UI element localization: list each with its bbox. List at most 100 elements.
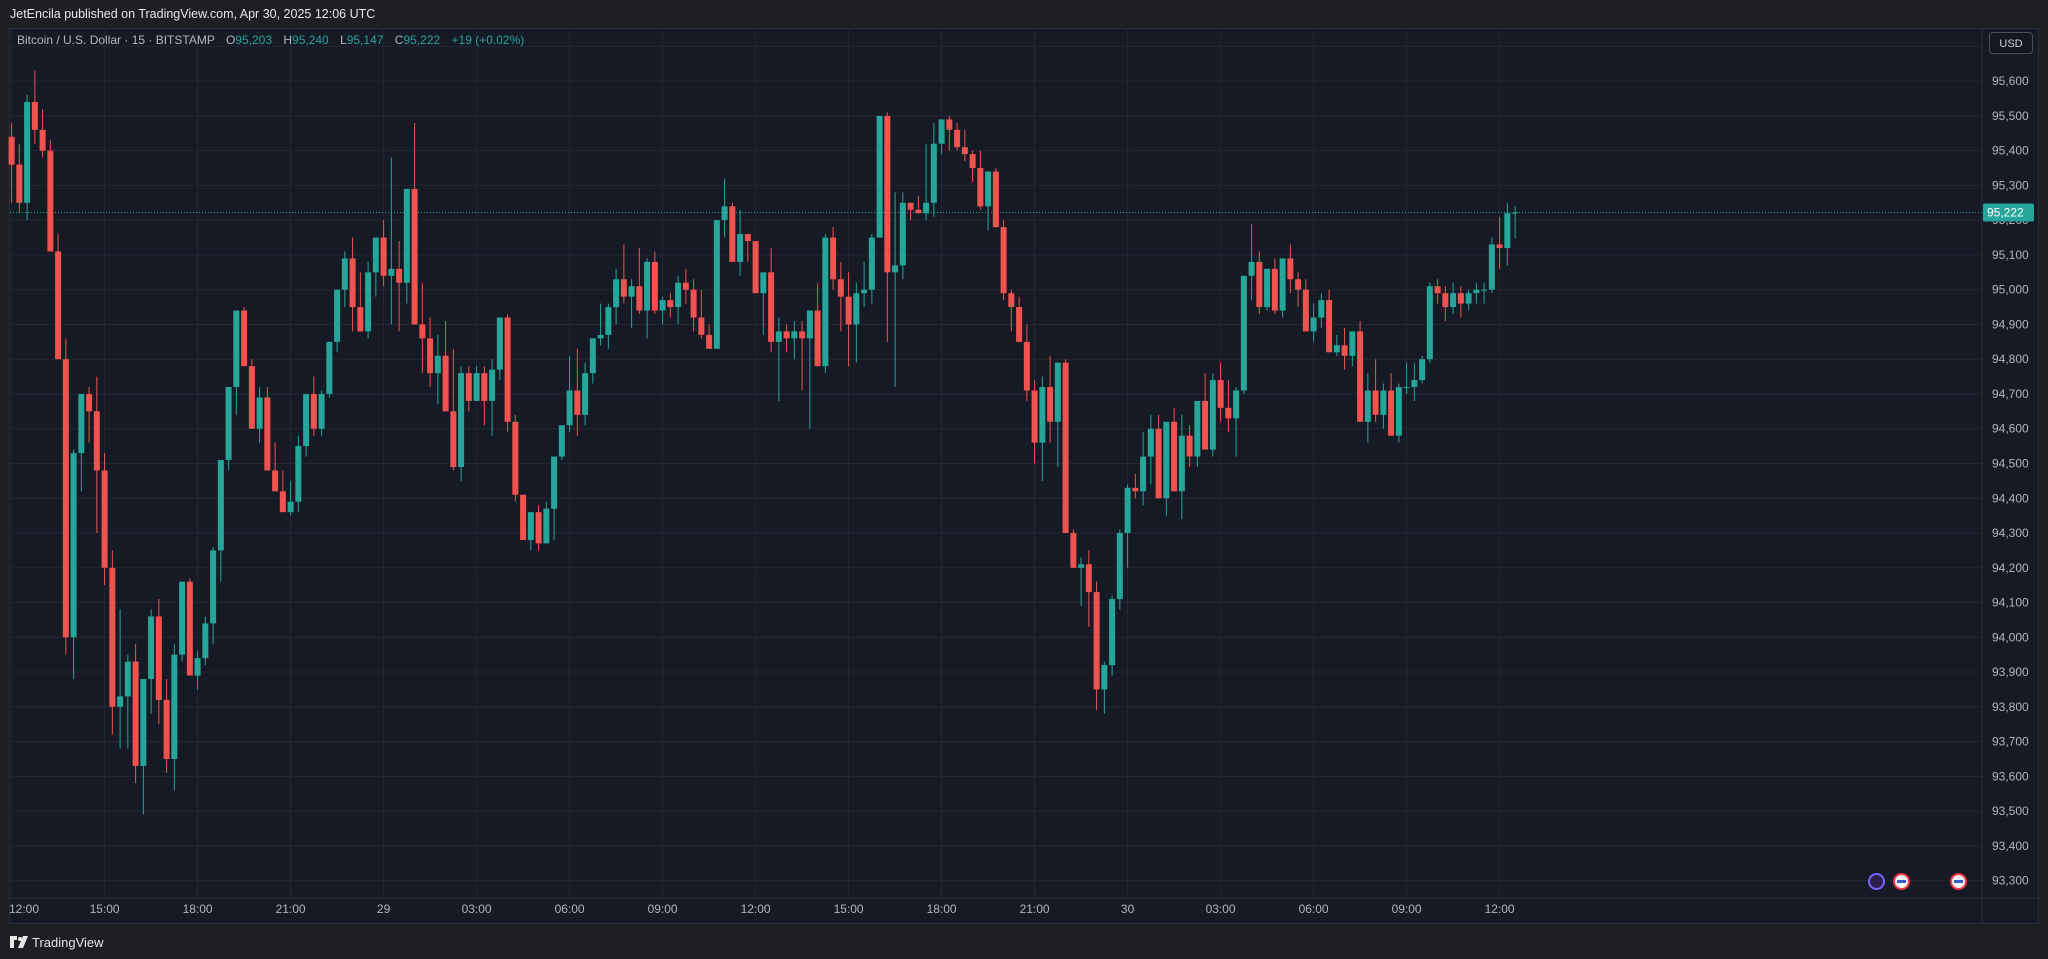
candle-body bbox=[163, 699, 170, 759]
candle-body bbox=[481, 373, 488, 401]
candle-body bbox=[675, 282, 682, 308]
candle-body bbox=[186, 581, 193, 676]
candle-body bbox=[380, 237, 387, 276]
candle-body bbox=[551, 456, 558, 509]
candle-body bbox=[1481, 289, 1488, 291]
candle-body bbox=[1450, 293, 1457, 308]
candle-body bbox=[70, 453, 77, 638]
candle-body bbox=[752, 241, 759, 294]
candle-body bbox=[295, 446, 302, 502]
candle-body bbox=[8, 136, 15, 165]
time-tick-label: 09:00 bbox=[1392, 902, 1422, 916]
us-flag-event-icon[interactable] bbox=[1950, 873, 1967, 890]
candle-body bbox=[1504, 213, 1511, 248]
candle-body bbox=[620, 279, 627, 297]
candle-body bbox=[806, 310, 813, 339]
time-axis[interactable]: 12:00 15:00 18:00 21:00 29 03:00 06:00 09:00 12:… bbox=[9, 897, 2039, 916]
candle-body bbox=[1140, 456, 1147, 492]
price-tick-label: 94,000 bbox=[1992, 630, 2029, 644]
candlestick-chart[interactable]: 93,300 93,400 93,500 93,600 93,700 93,800 93,9… bbox=[0, 0, 2048, 924]
price-tick-label: 93,300 bbox=[1992, 874, 2029, 888]
candle-body bbox=[907, 202, 914, 210]
candle-body bbox=[155, 616, 162, 700]
candle-body bbox=[923, 202, 930, 214]
candle-body bbox=[1062, 362, 1069, 534]
candle-body bbox=[349, 258, 356, 308]
candle-body bbox=[1287, 258, 1294, 280]
time-tick-label: 15:00 bbox=[90, 902, 120, 916]
candle-body bbox=[744, 234, 751, 242]
time-tick-label: 15:00 bbox=[834, 902, 864, 916]
candle-body bbox=[644, 261, 651, 311]
price-tick-label: 94,900 bbox=[1992, 317, 2029, 331]
price-axis[interactable]: 93,300 93,400 93,500 93,600 93,700 93,800 93,9… bbox=[1981, 29, 2029, 923]
candle-body bbox=[1349, 331, 1356, 356]
candle-body bbox=[39, 129, 46, 151]
footer: TradingView bbox=[0, 924, 2048, 959]
candle-body bbox=[783, 331, 790, 339]
candle-body bbox=[1279, 258, 1286, 311]
candle-body bbox=[450, 411, 457, 467]
candle-body bbox=[1496, 244, 1503, 248]
last-price-text: 95,222 bbox=[1987, 206, 2024, 220]
candle-body bbox=[558, 425, 565, 457]
candle-body bbox=[148, 616, 155, 680]
candle-body bbox=[589, 338, 596, 374]
candle-body bbox=[1333, 345, 1340, 353]
tradingview-brand: TradingView bbox=[32, 935, 104, 950]
candle-body bbox=[109, 567, 116, 707]
candle-body bbox=[892, 265, 899, 273]
candle-body bbox=[512, 421, 519, 495]
lightning-event-icon[interactable] bbox=[1868, 873, 1885, 890]
candle-body bbox=[1116, 533, 1123, 600]
candle-body bbox=[1411, 380, 1418, 388]
candle-body bbox=[334, 289, 341, 342]
candle-body bbox=[977, 168, 984, 207]
candle-body bbox=[1070, 533, 1077, 568]
candle-body bbox=[434, 355, 441, 374]
time-tick-label: 06:00 bbox=[555, 902, 585, 916]
candle-body bbox=[1240, 275, 1247, 391]
chart-frame bbox=[9, 28, 2039, 924]
time-tick-label: 09:00 bbox=[648, 902, 678, 916]
candle-body bbox=[396, 268, 403, 283]
time-tick-label: 30 bbox=[1121, 902, 1135, 916]
candle-body bbox=[1233, 390, 1240, 419]
candle-body bbox=[1163, 421, 1170, 499]
candle-body bbox=[47, 150, 54, 252]
candle-body bbox=[1256, 261, 1263, 308]
candle-body bbox=[613, 279, 620, 308]
candle-body bbox=[992, 171, 999, 228]
time-tick-label: 12:00 bbox=[1485, 902, 1515, 916]
candle-body bbox=[799, 331, 806, 339]
candle-body bbox=[248, 366, 255, 429]
close-value: 95,222 bbox=[403, 33, 441, 47]
candle-body bbox=[62, 359, 69, 638]
price-tick-label: 94,800 bbox=[1992, 352, 2029, 366]
time-tick-label: 12:00 bbox=[9, 902, 39, 916]
us-flag-event-icon[interactable] bbox=[1893, 873, 1910, 890]
candle-body bbox=[837, 279, 844, 297]
tradingview-logo-icon bbox=[10, 936, 28, 948]
candle-body bbox=[411, 188, 418, 325]
open-value: 95,203 bbox=[235, 33, 272, 47]
candle-body bbox=[55, 251, 62, 360]
candle-body bbox=[1147, 428, 1154, 457]
price-tick-label: 93,900 bbox=[1992, 665, 2029, 679]
candle-body bbox=[1132, 487, 1139, 492]
time-tick-label: 06:00 bbox=[1299, 902, 1329, 916]
candle-body bbox=[357, 307, 364, 332]
candle-body bbox=[628, 286, 635, 297]
candle-body bbox=[775, 331, 782, 342]
candle-body bbox=[1512, 212, 1519, 214]
price-tick-label: 95,100 bbox=[1992, 248, 2029, 262]
candle-body bbox=[1403, 387, 1410, 389]
candle-body bbox=[24, 101, 31, 203]
price-tick-label: 95,500 bbox=[1992, 109, 2029, 123]
currency-button[interactable]: USD bbox=[1989, 32, 2033, 54]
candle-body bbox=[1310, 317, 1317, 332]
symbol-legend[interactable]: Bitcoin / U.S. Dollar · 15 · BITSTAMP O9… bbox=[17, 33, 524, 47]
candle-body bbox=[287, 501, 294, 513]
candle-body bbox=[1434, 286, 1441, 294]
candle-body bbox=[365, 272, 372, 332]
